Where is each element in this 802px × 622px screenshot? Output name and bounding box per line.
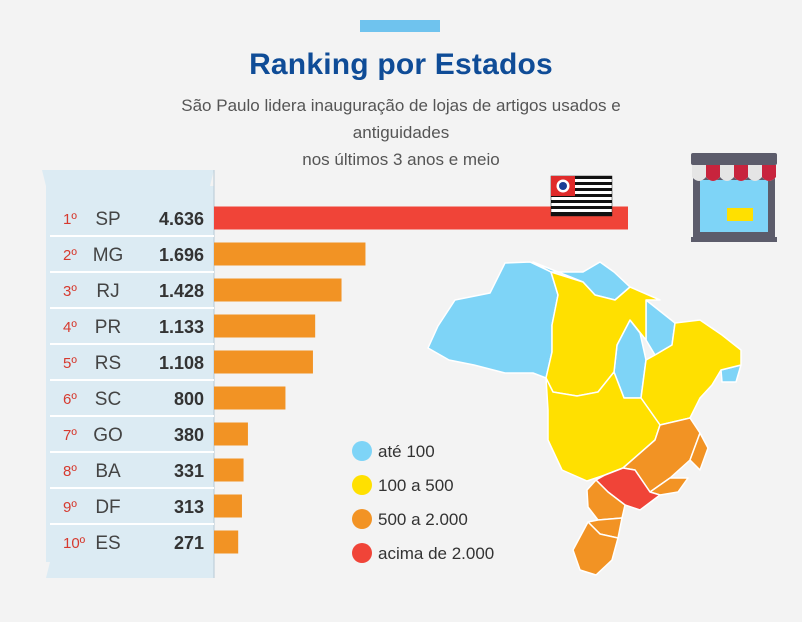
subtitle-line-2: nos últimos 3 anos e meio (302, 150, 500, 169)
bar-go (214, 422, 248, 446)
legend-label: até 100 (378, 442, 435, 461)
rank-label: 7º (63, 427, 77, 444)
value-label: 331 (174, 461, 204, 481)
state-label: SC (95, 389, 121, 410)
value-label: 380 (174, 425, 204, 445)
value-label: 313 (174, 497, 204, 517)
state-label: RJ (96, 281, 119, 302)
bar-pr (214, 314, 316, 338)
map-region-espirito-santo (689, 432, 709, 471)
map-region-rio-grande-do-sul (572, 521, 619, 576)
ranking-bars (214, 206, 628, 554)
rank-label: 3º (63, 283, 77, 300)
bar-sp (214, 206, 628, 230)
value-label: 800 (174, 389, 204, 409)
legend-label: acima de 2.000 (378, 544, 494, 563)
sao-paulo-flag-icon (550, 175, 613, 217)
rank-label: 1º (63, 211, 77, 228)
brazil-map (427, 261, 742, 576)
state-label: BA (95, 461, 121, 482)
value-label: 271 (174, 533, 204, 553)
state-label: DF (95, 497, 120, 518)
value-label: 1.428 (159, 281, 204, 301)
value-label: 1.133 (159, 317, 204, 337)
rank-label: 5º (63, 355, 77, 372)
map-region-northeast (640, 319, 742, 426)
rank-label: 2º (63, 247, 77, 264)
state-label: PR (95, 317, 121, 338)
state-label: RS (95, 353, 121, 374)
page-title: Ranking por Estados (249, 48, 553, 81)
map-region-north-west (427, 261, 559, 379)
legend-swatch (352, 543, 372, 563)
value-label: 1.696 (159, 245, 204, 265)
legend-label: 100 a 500 (378, 476, 454, 495)
state-label: ES (95, 533, 120, 554)
bar-df (214, 494, 242, 518)
title-accent-bar (360, 20, 440, 32)
state-label: MG (93, 245, 124, 266)
map-legend: até 100 100 a 500 500 a 2.000 acima de 2.00… (352, 441, 494, 563)
legend-swatch (352, 509, 372, 529)
rank-label: 8º (63, 463, 77, 480)
bar-mg (214, 242, 366, 266)
value-label: 4.636 (159, 209, 204, 229)
rank-label: 10º (63, 535, 86, 552)
legend-swatch (352, 475, 372, 495)
bar-rj (214, 278, 342, 302)
legend-label: 500 a 2.000 (378, 510, 468, 529)
bar-sc (214, 386, 286, 410)
map-region-parana (586, 479, 626, 521)
rank-label: 6º (63, 391, 77, 408)
state-label: SP (95, 209, 120, 230)
subtitle-line-1: São Paulo lidera inauguração de lojas de… (181, 96, 621, 142)
bar-rs (214, 350, 313, 374)
page-subtitle: São Paulo lidera inauguração de lojas de… (140, 92, 662, 173)
value-label: 1.108 (159, 353, 204, 373)
ranking-rows: 1º SP 4.636 2º MG 1.696 3º RJ 1.428 4º PR 1.133 5º RS… (50, 209, 214, 554)
rank-label: 9º (63, 499, 77, 516)
bar-es (214, 530, 239, 554)
legend-swatch (352, 441, 372, 461)
rank-label: 4º (63, 319, 77, 336)
bar-ba (214, 458, 244, 482)
map-region-para (545, 271, 661, 397)
store-icon (691, 153, 777, 242)
state-label: GO (93, 425, 123, 446)
